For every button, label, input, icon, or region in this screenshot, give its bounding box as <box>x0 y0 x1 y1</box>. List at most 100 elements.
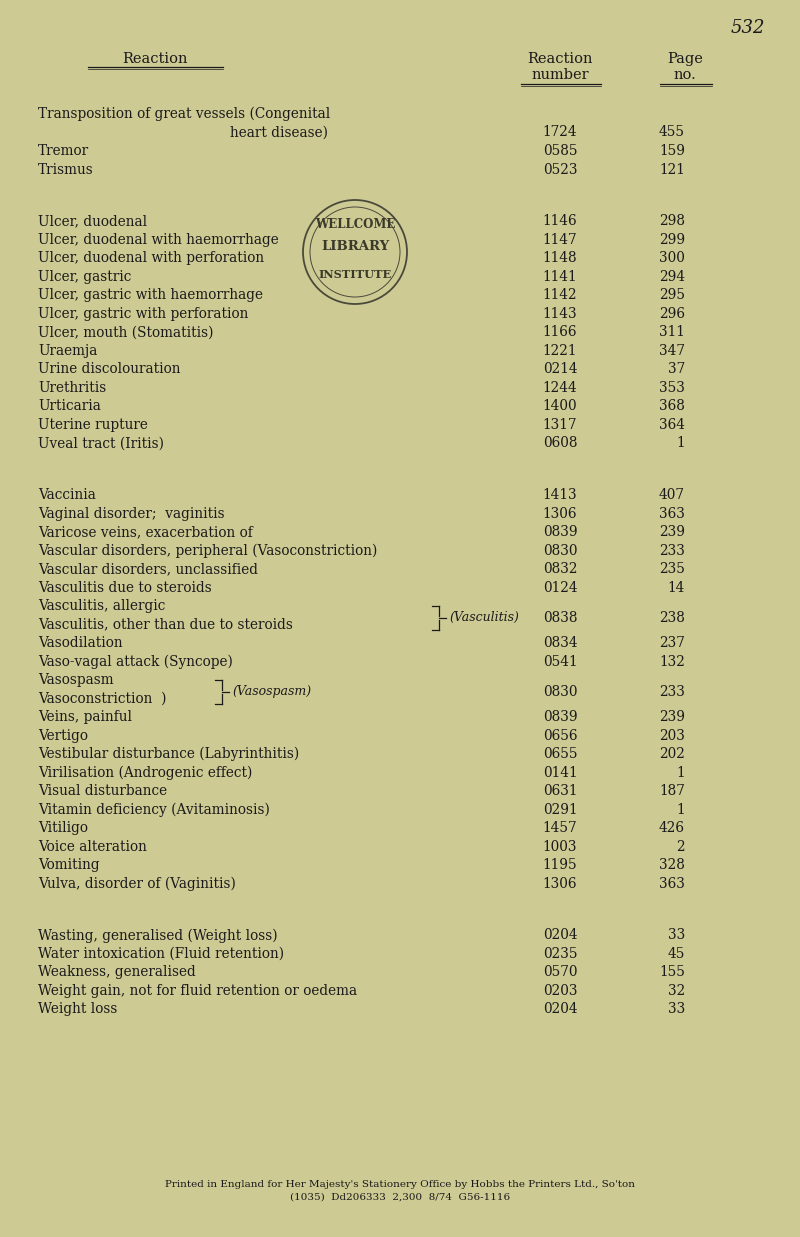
Text: Ulcer, gastric: Ulcer, gastric <box>38 270 131 283</box>
Text: 239: 239 <box>659 710 685 724</box>
Text: 1221: 1221 <box>542 344 578 357</box>
Text: 1003: 1003 <box>542 840 578 854</box>
Text: 0655: 0655 <box>542 747 578 761</box>
Text: Vitamin deficiency (Avitaminosis): Vitamin deficiency (Avitaminosis) <box>38 803 270 816</box>
Text: 0839: 0839 <box>542 524 578 539</box>
Text: 0830: 0830 <box>542 543 578 558</box>
Text: 159: 159 <box>659 143 685 158</box>
Text: Uraemja: Uraemja <box>38 344 98 357</box>
Text: 298: 298 <box>659 214 685 229</box>
Text: (Vasculitis): (Vasculitis) <box>449 611 519 625</box>
Text: Vomiting: Vomiting <box>38 858 100 872</box>
Text: 0832: 0832 <box>542 562 578 576</box>
Text: Varicose veins, exacerbation of: Varicose veins, exacerbation of <box>38 524 253 539</box>
Text: 237: 237 <box>659 636 685 651</box>
Text: (Vasospasm): (Vasospasm) <box>232 685 311 698</box>
Text: Vascular disorders, unclassified: Vascular disorders, unclassified <box>38 562 258 576</box>
Text: 202: 202 <box>659 747 685 761</box>
Text: 0585: 0585 <box>542 143 578 158</box>
Text: 532: 532 <box>730 19 766 37</box>
Text: Ulcer, duodenal: Ulcer, duodenal <box>38 214 147 229</box>
Text: 1306: 1306 <box>542 877 578 891</box>
Text: 0203: 0203 <box>542 983 578 998</box>
Text: 300: 300 <box>659 251 685 265</box>
Text: Weight loss: Weight loss <box>38 1002 118 1017</box>
Text: number: number <box>531 68 589 82</box>
Text: 0631: 0631 <box>542 784 578 798</box>
Text: Tremor: Tremor <box>38 143 89 158</box>
Text: Virilisation (Androgenic effect): Virilisation (Androgenic effect) <box>38 766 252 781</box>
Text: 238: 238 <box>659 611 685 625</box>
Text: 347: 347 <box>659 344 685 357</box>
Text: 155: 155 <box>659 965 685 980</box>
Text: 235: 235 <box>659 562 685 576</box>
Text: 0541: 0541 <box>542 654 578 669</box>
Text: 233: 233 <box>659 543 685 558</box>
Text: Vertigo: Vertigo <box>38 729 88 742</box>
Text: 0124: 0124 <box>542 580 578 595</box>
Text: 203: 203 <box>659 729 685 742</box>
Text: 368: 368 <box>659 400 685 413</box>
Text: heart disease): heart disease) <box>230 125 328 140</box>
Text: Vasospasm: Vasospasm <box>38 673 114 687</box>
Text: 0839: 0839 <box>542 710 578 724</box>
Text: 32: 32 <box>668 983 685 998</box>
Text: Vaccinia: Vaccinia <box>38 489 96 502</box>
Text: 1457: 1457 <box>542 821 578 835</box>
Text: Weakness, generalised: Weakness, generalised <box>38 965 196 980</box>
Text: 0214: 0214 <box>542 362 578 376</box>
Text: Transposition of great vessels (Congenital: Transposition of great vessels (Congenit… <box>38 106 330 121</box>
Text: 1147: 1147 <box>542 233 578 247</box>
Text: 0838: 0838 <box>542 611 578 625</box>
Text: WELLCOME: WELLCOME <box>315 218 395 230</box>
Text: Visual disturbance: Visual disturbance <box>38 784 167 798</box>
Text: Ulcer, duodenal with haemorrhage: Ulcer, duodenal with haemorrhage <box>38 233 278 247</box>
Text: 311: 311 <box>659 325 685 339</box>
Text: 45: 45 <box>668 946 685 961</box>
Text: 0570: 0570 <box>542 965 578 980</box>
Text: Vaginal disorder;  vaginitis: Vaginal disorder; vaginitis <box>38 507 225 521</box>
Text: 299: 299 <box>659 233 685 247</box>
Text: 121: 121 <box>659 162 685 177</box>
Text: Urine discolouration: Urine discolouration <box>38 362 181 376</box>
Text: Ulcer, gastric with haemorrhage: Ulcer, gastric with haemorrhage <box>38 288 263 302</box>
Text: 363: 363 <box>659 877 685 891</box>
Text: 1142: 1142 <box>542 288 578 302</box>
Text: Veins, painful: Veins, painful <box>38 710 132 724</box>
Text: Ulcer, gastric with perforation: Ulcer, gastric with perforation <box>38 307 248 320</box>
Text: Vascular disorders, peripheral (Vasoconstriction): Vascular disorders, peripheral (Vasocons… <box>38 543 378 558</box>
Text: no.: no. <box>674 68 696 82</box>
Text: Reaction: Reaction <box>122 52 188 66</box>
Text: Ulcer, duodenal with perforation: Ulcer, duodenal with perforation <box>38 251 264 265</box>
Text: 0235: 0235 <box>542 946 578 961</box>
Text: 296: 296 <box>659 307 685 320</box>
Text: 132: 132 <box>659 654 685 669</box>
Text: Weight gain, not for fluid retention or oedema: Weight gain, not for fluid retention or … <box>38 983 357 998</box>
Text: Vaso-vagal attack (Syncope): Vaso-vagal attack (Syncope) <box>38 654 233 669</box>
Text: Vasculitis due to steroids: Vasculitis due to steroids <box>38 580 212 595</box>
Text: Vitiligo: Vitiligo <box>38 821 88 835</box>
Text: INSTITUTE: INSTITUTE <box>318 268 392 280</box>
Text: Printed in England for Her Majesty's Stationery Office by Hobbs the Printers Ltd: Printed in England for Her Majesty's Sta… <box>165 1180 635 1202</box>
Text: Urethritis: Urethritis <box>38 381 106 395</box>
Text: Voice alteration: Voice alteration <box>38 840 147 854</box>
Text: 1: 1 <box>676 766 685 779</box>
Text: 0656: 0656 <box>542 729 578 742</box>
Text: 0523: 0523 <box>542 162 578 177</box>
Text: 0141: 0141 <box>542 766 578 779</box>
Text: 294: 294 <box>659 270 685 283</box>
Text: 233: 233 <box>659 684 685 699</box>
Text: 1413: 1413 <box>542 489 578 502</box>
Text: 328: 328 <box>659 858 685 872</box>
Text: 1148: 1148 <box>542 251 578 265</box>
Text: Page: Page <box>667 52 703 66</box>
Text: Wasting, generalised (Weight loss): Wasting, generalised (Weight loss) <box>38 929 278 943</box>
Text: Trismus: Trismus <box>38 162 94 177</box>
Text: 0608: 0608 <box>542 437 578 450</box>
Text: 426: 426 <box>659 821 685 835</box>
Text: 1141: 1141 <box>542 270 578 283</box>
Text: 33: 33 <box>668 929 685 943</box>
Text: LIBRARY: LIBRARY <box>321 240 389 254</box>
Text: 1: 1 <box>676 803 685 816</box>
Text: 1317: 1317 <box>542 418 578 432</box>
